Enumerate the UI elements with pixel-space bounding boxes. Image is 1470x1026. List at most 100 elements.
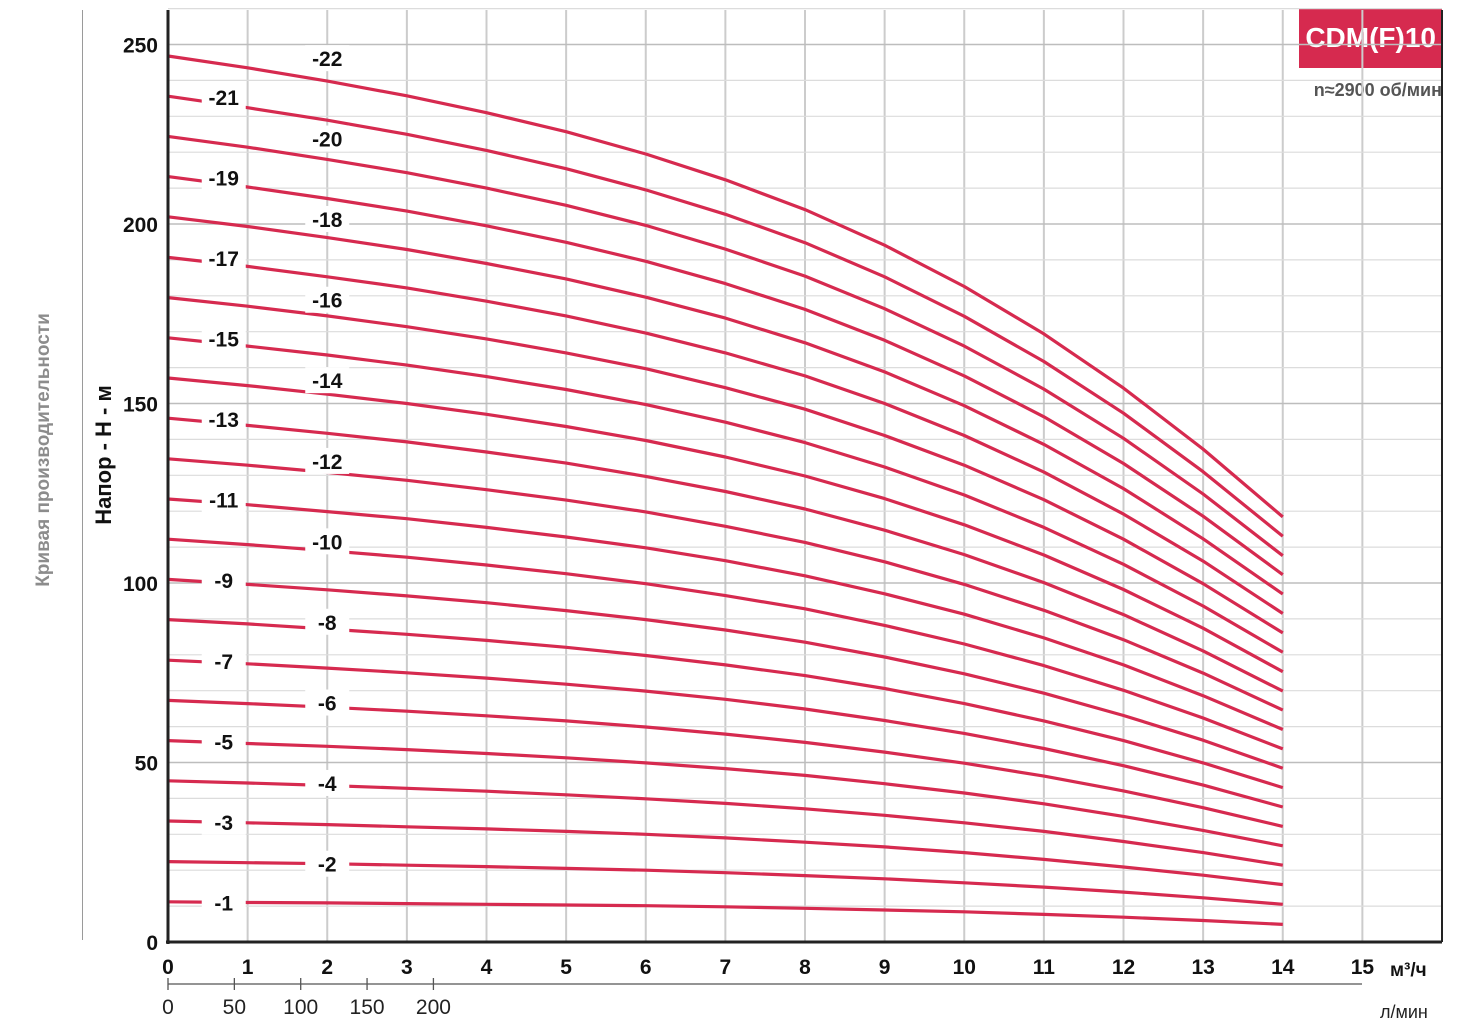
curve-stage-13 xyxy=(167,416,1284,693)
series-label-bg xyxy=(305,689,350,716)
x-tick-label: 6 xyxy=(640,956,652,979)
series-label-bg xyxy=(305,769,350,796)
curve-stage-17 xyxy=(167,255,1284,615)
x-tick-label: 5 xyxy=(560,956,572,979)
speed-label: n≈2900 об/мин xyxy=(1313,80,1442,100)
curve-stage-22 xyxy=(167,54,1284,519)
series-label: -13 xyxy=(209,409,239,432)
series-label-bg xyxy=(305,205,350,232)
curve-stage-3 xyxy=(167,819,1283,887)
series-label: -19 xyxy=(209,167,239,190)
series-label-bg xyxy=(201,83,246,110)
series-label-bg xyxy=(305,367,350,394)
series-label-bg xyxy=(201,808,246,835)
curve-stage-15 xyxy=(167,336,1284,654)
curve-stage-7 xyxy=(167,658,1284,809)
x-tick-label: 3 xyxy=(401,956,413,979)
x-tick-label: 9 xyxy=(879,956,891,979)
x-tick-label: 12 xyxy=(1112,956,1135,979)
y-tick-label: 250 xyxy=(123,35,158,58)
series-label-bg xyxy=(305,286,350,313)
y-tick-label: 50 xyxy=(135,753,158,776)
x2-tick-label: 150 xyxy=(350,996,385,1019)
series-label: -21 xyxy=(209,87,240,110)
x-tick-label: 1 xyxy=(242,956,254,979)
curve-stage-2 xyxy=(167,860,1283,906)
series-label-bg xyxy=(305,850,350,877)
series-label: -20 xyxy=(312,129,342,152)
x-tick-label: 11 xyxy=(1033,956,1056,979)
y-tick-label: 200 xyxy=(123,214,158,237)
series-label-bg xyxy=(305,125,350,152)
curve-stage-5 xyxy=(167,739,1284,848)
curve-stage-14 xyxy=(167,376,1284,674)
curve-stage-11 xyxy=(167,497,1284,731)
x2-tick-label: 0 xyxy=(162,996,174,1019)
series-label: -3 xyxy=(214,812,233,835)
curve-stage-12 xyxy=(167,457,1284,712)
series-label-bg xyxy=(305,608,350,635)
curve-stage-20 xyxy=(167,134,1284,557)
x-tick-label: 15 xyxy=(1351,956,1375,979)
series-label: -1 xyxy=(214,893,233,916)
x-tick-label: 13 xyxy=(1191,956,1214,979)
y-tick-label: 150 xyxy=(123,394,158,417)
x-unit-secondary: л/мин xyxy=(1380,1002,1428,1022)
series-label: -10 xyxy=(312,531,342,554)
series-label-bg xyxy=(201,405,246,432)
series-label: -11 xyxy=(209,490,239,513)
curve-stage-9 xyxy=(167,577,1284,770)
side-divider xyxy=(82,10,83,940)
series-label: -9 xyxy=(214,570,233,593)
curve-stage-21 xyxy=(167,94,1284,538)
series-label: -15 xyxy=(209,329,240,352)
series-label: -4 xyxy=(318,773,337,796)
series-label-bg xyxy=(201,889,246,916)
series-label-bg xyxy=(201,245,246,272)
series-label-bg xyxy=(201,567,246,594)
curve-stage-1 xyxy=(167,900,1283,926)
x-tick-label: 7 xyxy=(720,956,732,979)
series-label-bg xyxy=(201,728,246,755)
y-tick-label: 0 xyxy=(146,932,158,955)
series-label-bg xyxy=(201,164,246,191)
x2-tick-label: 50 xyxy=(223,996,246,1019)
x-unit-primary: м³/ч xyxy=(1390,960,1427,981)
x-tick-label: 4 xyxy=(481,956,493,979)
series-label: -14 xyxy=(312,370,343,393)
series-label: -8 xyxy=(318,612,337,635)
series-label: -7 xyxy=(214,651,233,674)
series-label: -17 xyxy=(209,248,239,271)
x-tick-label: 14 xyxy=(1271,956,1295,979)
curve-stage-8 xyxy=(167,618,1284,790)
x-tick-label: 10 xyxy=(953,956,976,979)
series-label-bg xyxy=(305,447,350,474)
series-labels: -1 -2 -3 -4 -5 -6 -7 -8 -9 -10 -11 -12 -13 -14 -15 -16 -… xyxy=(201,45,350,916)
series-label-bg xyxy=(201,486,246,513)
x-tick-label: 2 xyxy=(321,956,333,979)
curve-stage-10 xyxy=(167,537,1284,751)
series-label-bg xyxy=(201,647,246,674)
series-label: -6 xyxy=(318,693,337,716)
series-label-bg xyxy=(201,325,246,352)
curve-stage-18 xyxy=(167,215,1284,596)
x-tick-label: 0 xyxy=(162,956,174,979)
curve-stage-4 xyxy=(167,779,1284,867)
series-label: -12 xyxy=(312,451,342,474)
series-label: -22 xyxy=(312,48,342,71)
x2-tick-label: 200 xyxy=(416,996,451,1019)
series-label: -16 xyxy=(312,290,342,313)
model-badge: CDM(F)10 xyxy=(1299,8,1442,68)
curve-stage-16 xyxy=(167,296,1284,635)
x-tick-label: 8 xyxy=(799,956,811,979)
x2-tick-label: 100 xyxy=(283,996,318,1019)
curve-stage-6 xyxy=(167,698,1284,828)
series-label: -5 xyxy=(214,731,233,754)
series-label: -2 xyxy=(318,854,337,877)
series-label: -18 xyxy=(312,209,343,232)
series-label-bg xyxy=(305,45,350,72)
curve-stage-19 xyxy=(167,175,1284,576)
y-tick-label: 100 xyxy=(123,573,158,596)
